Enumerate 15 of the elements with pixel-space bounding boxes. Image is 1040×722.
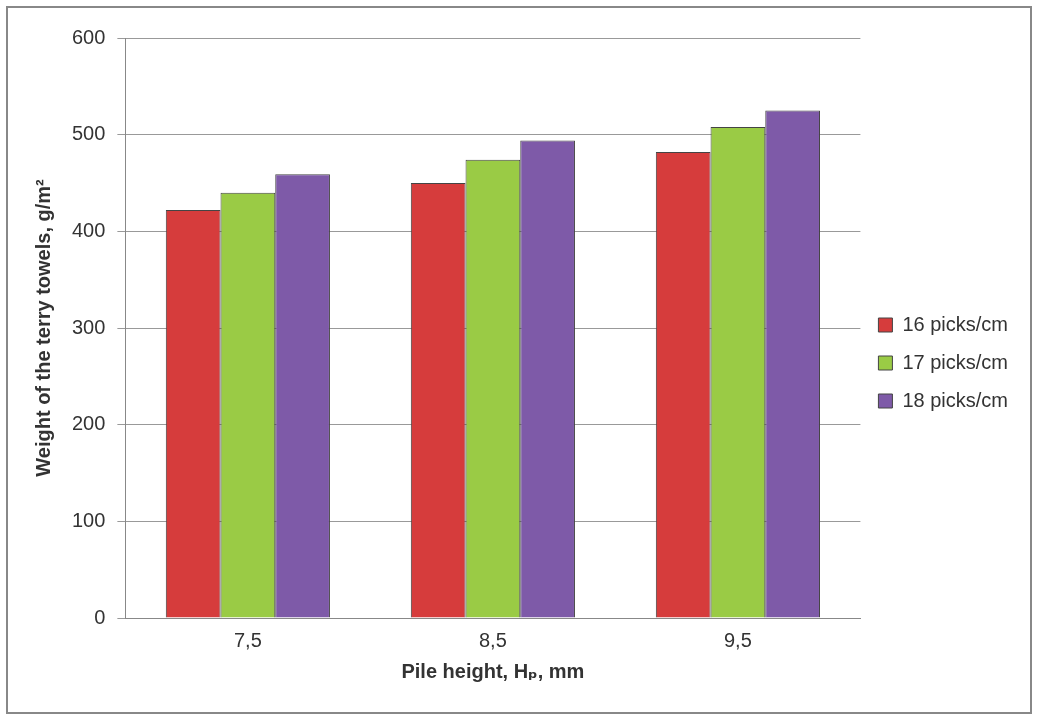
y-tick-label: 600: [71, 25, 106, 48]
x-tick-label: 8,5: [478, 628, 507, 651]
legend-label: 17 picks/cm: [902, 350, 1009, 373]
x-tick-label: 9,5: [724, 628, 752, 651]
legend-label: 18 picks/cm: [902, 388, 1009, 411]
y-tick-label: 300: [71, 315, 106, 338]
y-tick-label: 500: [71, 122, 106, 145]
x-tick-label: 7,5: [233, 628, 262, 651]
y-tick-label: 400: [71, 218, 106, 241]
y-tick-label: 200: [71, 412, 106, 435]
y-tick-label: 0: [94, 605, 106, 628]
y-axis-title: Weight of the terry towels, g/m²: [31, 178, 54, 477]
x-axis-title: Pile height, Hₚ, mm: [401, 659, 585, 682]
y-tick-label: 100: [71, 508, 106, 531]
legend-label: 16 picks/cm: [902, 312, 1009, 335]
